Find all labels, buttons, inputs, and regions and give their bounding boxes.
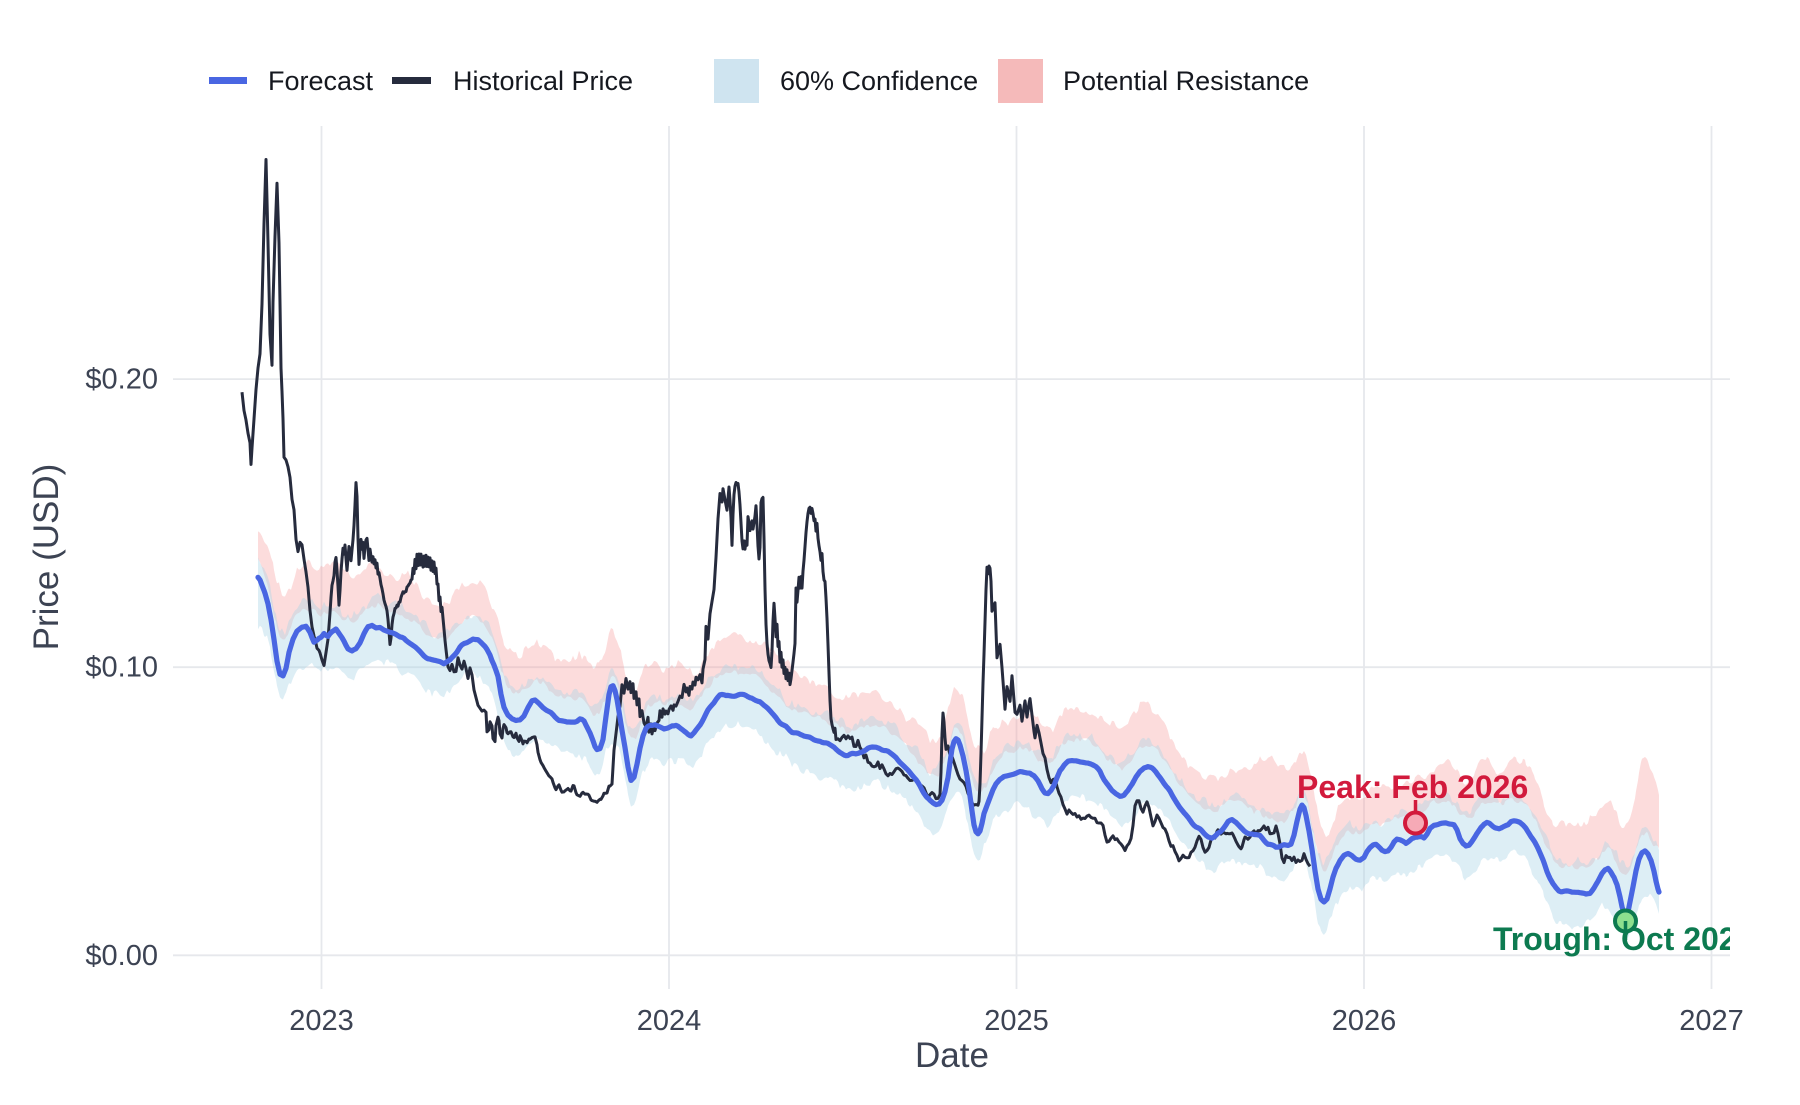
svg-text:Forecast: Forecast xyxy=(268,66,374,96)
svg-text:2026: 2026 xyxy=(1332,1005,1397,1037)
svg-text:$0.00: $0.00 xyxy=(85,940,158,972)
svg-text:Potential Resistance: Potential Resistance xyxy=(1063,66,1309,96)
svg-text:Trough: Oct 2026: Trough: Oct 2026 xyxy=(1493,921,1754,957)
svg-text:Price (USD): Price (USD) xyxy=(27,464,66,651)
svg-text:$0.20: $0.20 xyxy=(85,364,158,396)
svg-text:2027: 2027 xyxy=(1679,1005,1744,1037)
svg-text:60% Confidence: 60% Confidence xyxy=(780,66,978,96)
svg-text:Historical Price: Historical Price xyxy=(453,66,633,96)
svg-text:2025: 2025 xyxy=(984,1005,1049,1037)
svg-text:Peak: Feb 2026: Peak: Feb 2026 xyxy=(1297,769,1528,805)
svg-text:Date: Date xyxy=(915,1036,989,1075)
svg-text:$0.10: $0.10 xyxy=(85,652,158,684)
svg-text:2024: 2024 xyxy=(637,1005,702,1037)
svg-text:2023: 2023 xyxy=(289,1005,354,1037)
